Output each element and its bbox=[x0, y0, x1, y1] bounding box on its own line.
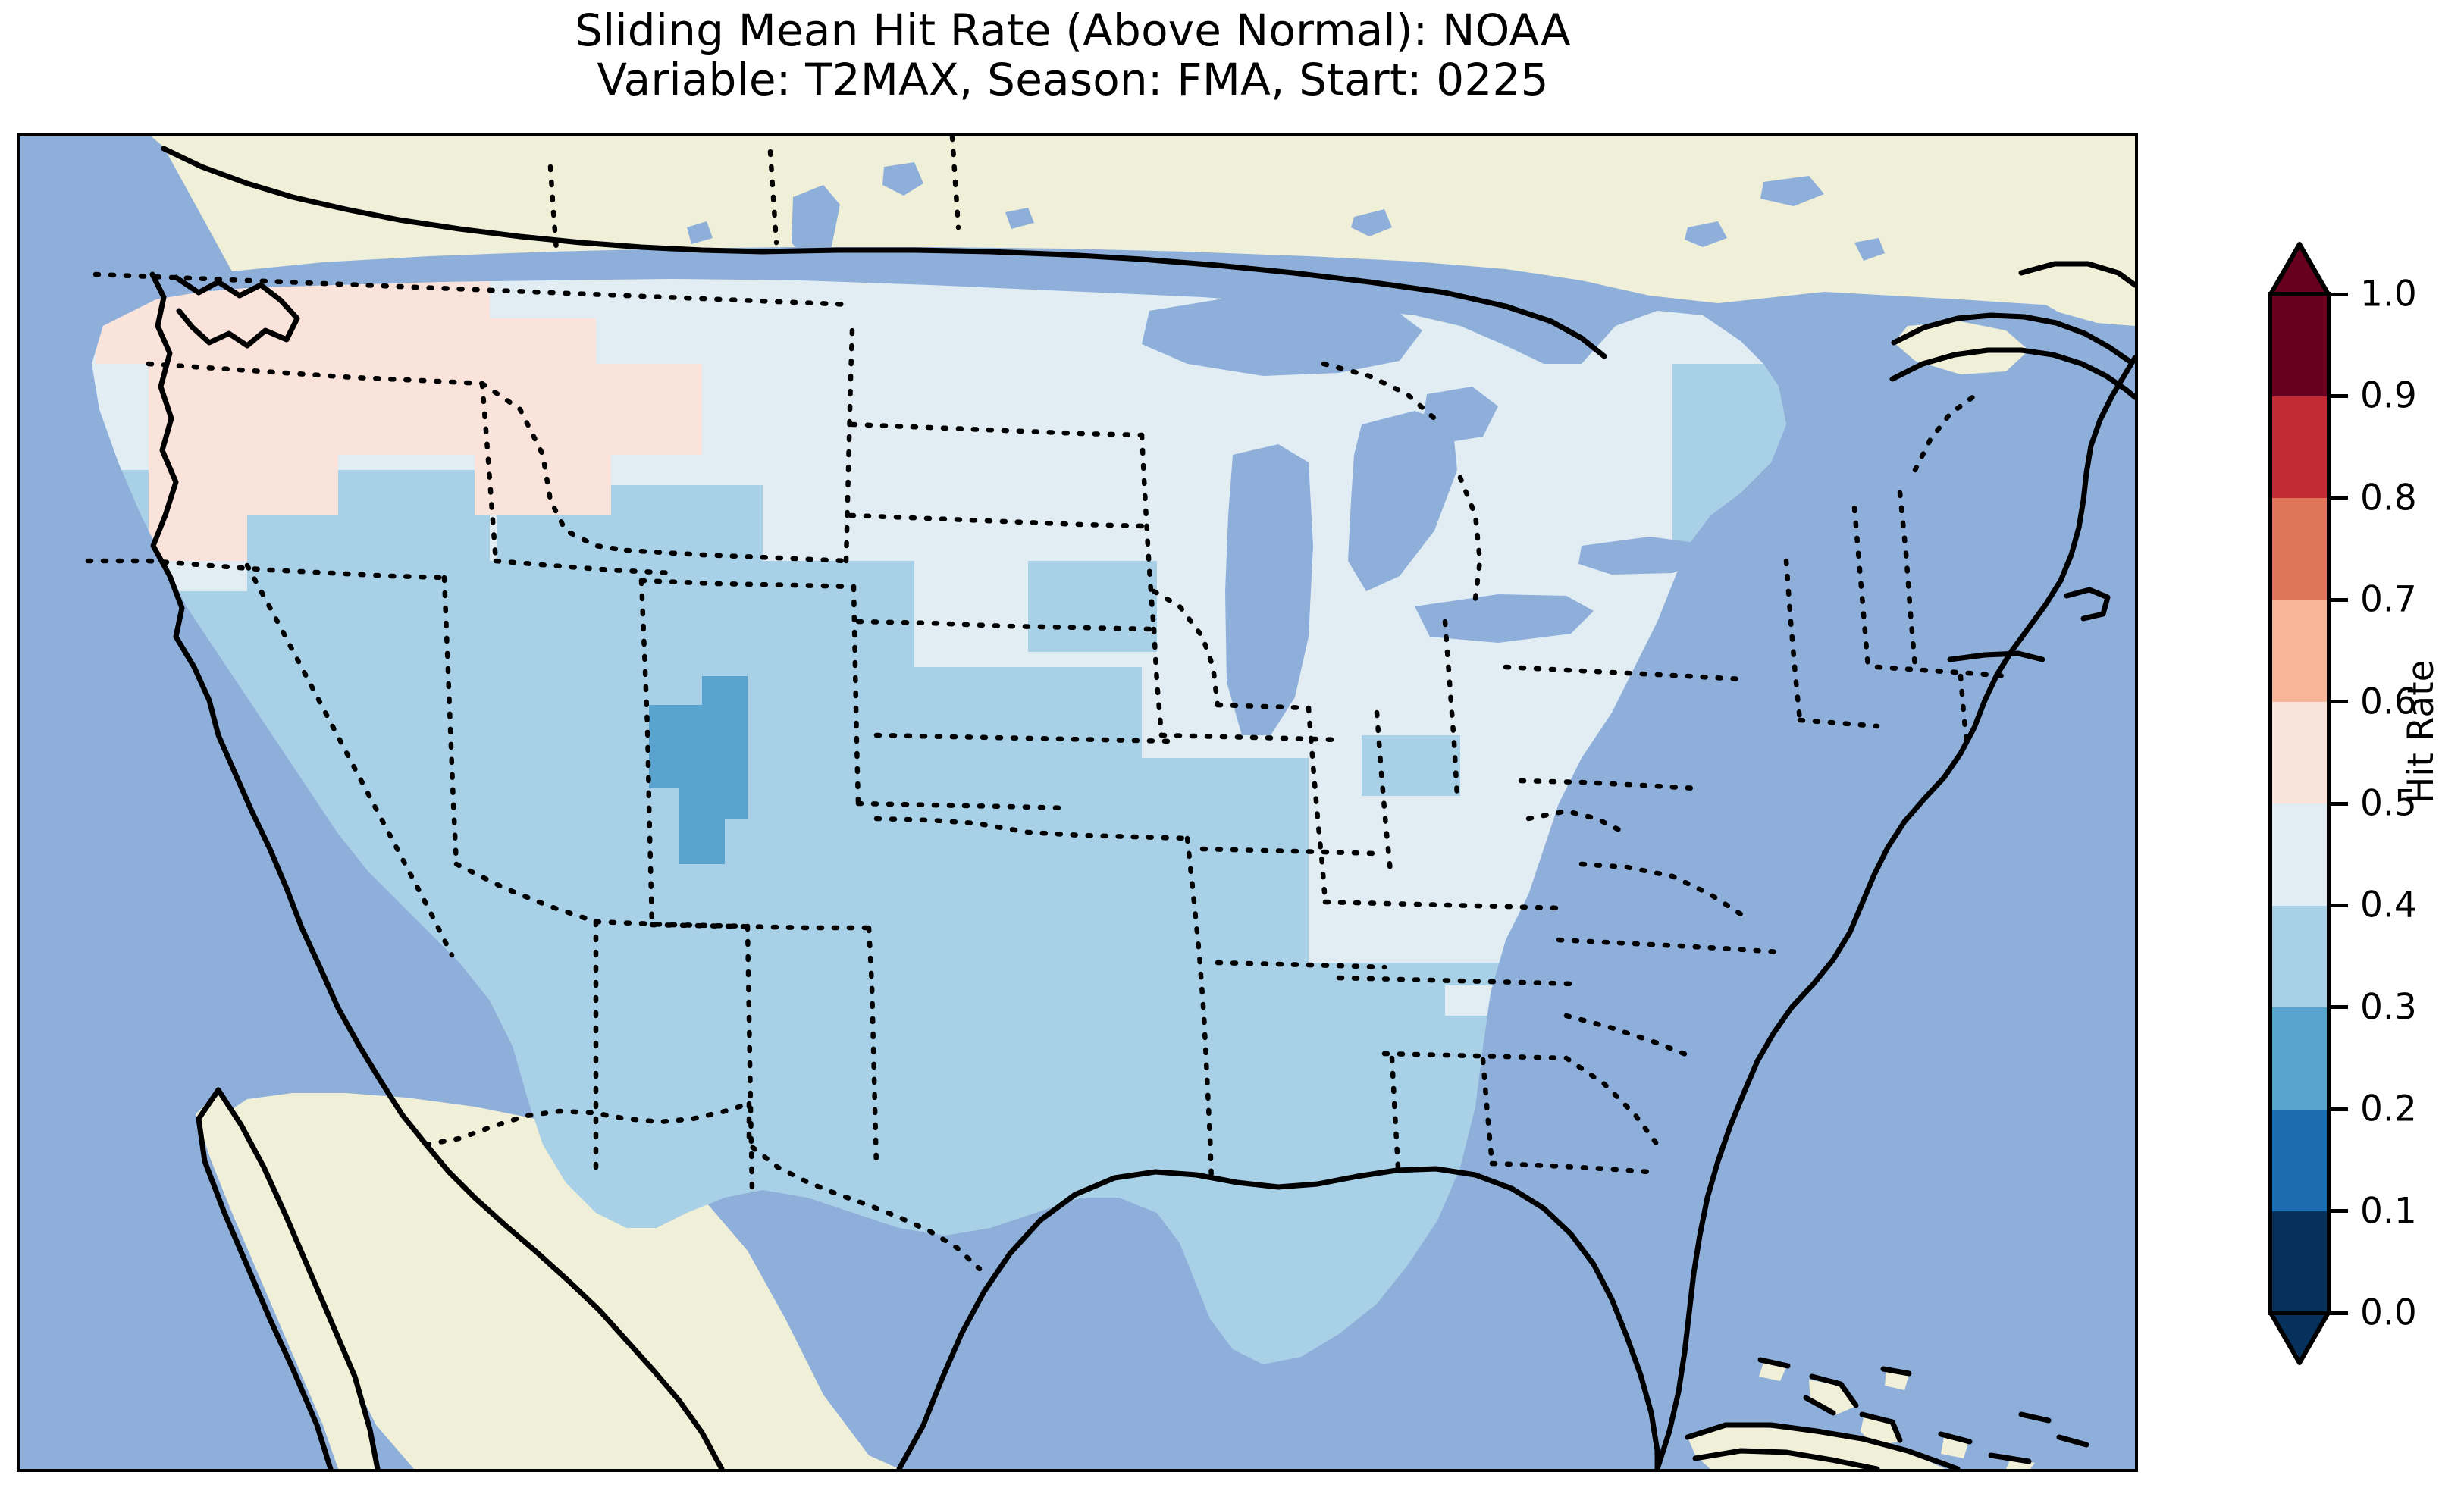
colorbar-tick bbox=[2328, 1107, 2348, 1111]
colorbar-extend-top-outline bbox=[2268, 242, 2331, 296]
colorbar-tick-label: 0.7 bbox=[2360, 578, 2417, 621]
colorbar-tick bbox=[2328, 700, 2348, 704]
colorbar-tick bbox=[2328, 801, 2348, 806]
state-borders-layer bbox=[85, 136, 2009, 1272]
colorbar-extend-bottom-outline bbox=[2268, 1311, 2331, 1365]
colorbar-tick-label: 0.5 bbox=[2360, 782, 2417, 825]
map-svg bbox=[20, 136, 2135, 1469]
colorbar-tick bbox=[2328, 903, 2348, 907]
colorbar-extend-top bbox=[2271, 244, 2328, 294]
colorbar-band bbox=[2271, 294, 2328, 396]
colorbar-band bbox=[2271, 803, 2328, 906]
colorbar-tick-label: 1.0 bbox=[2360, 273, 2417, 315]
map-plot-area bbox=[17, 133, 2138, 1472]
colorbar-tick-label: 0.3 bbox=[2360, 986, 2417, 1029]
colorbar-band bbox=[2271, 497, 2328, 600]
title-line-2: Variable: T2MAX, Season: FMA, Start: 022… bbox=[597, 53, 1549, 105]
colorbar[interactable]: 1.0 0.9 0.8 0.7 0.6 0.5 0.4 0.3 0.2 0.1 0.0 bbox=[2268, 242, 2417, 1365]
colorbar-band bbox=[2271, 1109, 2328, 1212]
colorbar-extend-bottom bbox=[2271, 1313, 2328, 1363]
colorbar-band bbox=[2271, 1211, 2328, 1314]
great-lakes-layer bbox=[687, 162, 1885, 735]
colorbar-tick-label: 0.9 bbox=[2360, 374, 2417, 417]
colorbar-tick-label: 0.2 bbox=[2360, 1088, 2417, 1130]
coastline-layer bbox=[149, 146, 2135, 1469]
colorbar-tick bbox=[2328, 597, 2348, 602]
colorbar-axis-label: Hit Rate bbox=[2400, 659, 2442, 803]
colorbar-tick-label: 0.0 bbox=[2360, 1292, 2417, 1334]
colorbar-tick-label: 0.4 bbox=[2360, 884, 2417, 926]
colorbar-band bbox=[2271, 905, 2328, 1008]
colorbar-tick bbox=[2328, 292, 2348, 296]
colorbar-tick bbox=[2328, 393, 2348, 398]
colorbar-band bbox=[2271, 396, 2328, 499]
colorbar-band bbox=[2271, 1007, 2328, 1110]
colorbar-tick-label: 0.6 bbox=[2360, 681, 2417, 723]
colorbar-tick-label: 0.1 bbox=[2360, 1190, 2417, 1232]
land-nodata-layer bbox=[151, 136, 2135, 1469]
title-line-1: Sliding Mean Hit Rate (Above Normal): NO… bbox=[575, 5, 1571, 56]
colorbar-band bbox=[2271, 701, 2328, 804]
colorbar-band bbox=[2271, 600, 2328, 703]
colorbar-tick-label: 0.8 bbox=[2360, 477, 2417, 519]
colorbar-tick bbox=[2328, 1209, 2348, 1214]
colorbar-tick bbox=[2328, 496, 2348, 500]
colorbar-tick bbox=[2328, 1005, 2348, 1010]
colorbar-tick bbox=[2328, 1311, 2348, 1315]
figure-title: Sliding Mean Hit Rate (Above Normal): NO… bbox=[0, 6, 2146, 105]
